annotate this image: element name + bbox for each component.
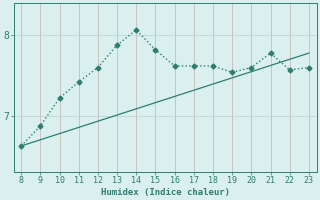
X-axis label: Humidex (Indice chaleur): Humidex (Indice chaleur) (100, 188, 229, 197)
